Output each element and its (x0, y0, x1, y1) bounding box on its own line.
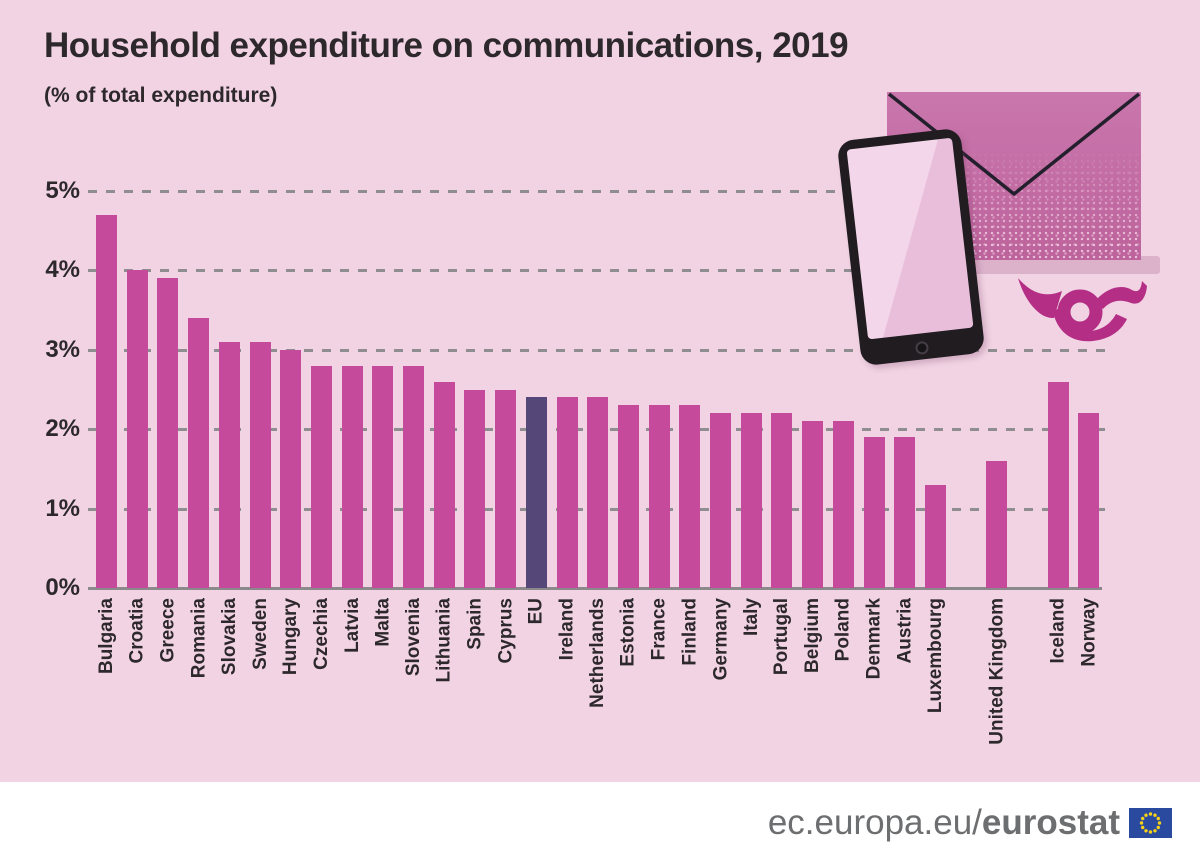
url-prefix: ec.europa.eu/ (767, 803, 982, 842)
gridline-3% (88, 348, 1108, 352)
eurostat-url: ec.europa.eu/eurostat (768, 803, 1120, 843)
x-label-austria: Austria (894, 598, 916, 664)
flag-stars (1139, 812, 1162, 834)
bar-norway (1078, 413, 1100, 588)
x-label-greece: Greece (157, 598, 179, 663)
bar-sweden (249, 341, 271, 588)
gridline-4% (88, 269, 1108, 273)
x-label-estonia: Estonia (617, 598, 639, 667)
x-label-czechia: Czechia (310, 598, 332, 670)
bar-iceland (1047, 381, 1069, 588)
bar-lithuania (433, 381, 455, 588)
x-label-italy: Italy (740, 598, 762, 637)
x-label-portugal: Portugal (771, 598, 793, 676)
x-label-croatia: Croatia (126, 598, 148, 664)
x-label-malta: Malta (372, 598, 394, 647)
bar-united-kingdom (986, 461, 1008, 588)
x-label-cyprus: Cyprus (495, 598, 517, 664)
bar-estonia (617, 405, 639, 588)
footer: ec.europa.eu/eurostat (0, 782, 1200, 864)
bar-denmark (863, 437, 885, 588)
bar-austria (894, 437, 916, 588)
y-tick-1%: 1% (45, 494, 80, 522)
x-label-luxembourg: Luxembourg (924, 598, 946, 714)
x-label-hungary: Hungary (280, 598, 302, 676)
x-label-france: France (648, 598, 670, 661)
x-label-bulgaria: Bulgaria (96, 598, 117, 675)
bar-slovakia (218, 341, 240, 588)
x-label-united-kingdom: United Kingdom (986, 598, 1008, 745)
bar-belgium (802, 421, 824, 588)
x-label-poland: Poland (832, 598, 854, 662)
bar-poland (832, 421, 854, 588)
y-tick-0%: 0% (45, 574, 80, 601)
y-tick-3%: 3% (45, 335, 80, 363)
x-label-norway: Norway (1078, 598, 1100, 667)
x-label-eu: EU (525, 598, 547, 625)
x-label-lithuania: Lithuania (433, 598, 455, 683)
bar-bulgaria (96, 214, 117, 588)
bar-france (648, 405, 670, 588)
bar-chart: 0% 1% 2% 3% 4% 5% Bulgaria Croatia Greece Romania… (45, 177, 1108, 745)
bar-portugal (771, 413, 793, 588)
x-label-belgium: Belgium (802, 598, 824, 673)
gridline-5% (88, 190, 1108, 193)
bar-italy (740, 413, 762, 588)
y-tick-2%: 2% (45, 415, 80, 443)
bar-romania (188, 318, 210, 588)
bar-luxembourg (924, 484, 946, 588)
page-subtitle: (% of total expenditure) (44, 84, 278, 107)
x-label-iceland: Iceland (1047, 598, 1069, 664)
bar-czechia (310, 365, 332, 588)
x-label-slovenia: Slovenia (403, 598, 424, 677)
y-tick-5%: 5% (45, 177, 80, 204)
x-label-sweden: Sweden (249, 598, 271, 670)
bar-croatia (126, 270, 148, 588)
x-label-netherlands: Netherlands (587, 598, 609, 708)
y-tick-4%: 4% (45, 256, 80, 284)
eu-flag-icon (1129, 808, 1172, 838)
bar-cyprus (495, 389, 517, 588)
x-axis-line (88, 587, 1102, 590)
bar-greece (157, 278, 179, 588)
x-label-germany: Germany (710, 598, 731, 681)
bar-slovenia (403, 365, 424, 588)
bar-germany (710, 413, 731, 588)
x-label-latvia: Latvia (341, 598, 363, 653)
bar-netherlands (587, 397, 609, 588)
bar-finland (679, 405, 701, 588)
x-label-spain: Spain (464, 598, 486, 650)
x-label-romania: Romania (188, 598, 210, 679)
x-label-ireland: Ireland (556, 598, 578, 661)
url-brand: eurostat (981, 803, 1120, 842)
bar-spain (464, 389, 486, 588)
page-title: Household expenditure on communications,… (44, 26, 849, 65)
bar-ireland (556, 397, 578, 588)
x-label-denmark: Denmark (863, 598, 885, 680)
x-label-slovakia: Slovakia (218, 598, 240, 676)
bar-hungary (280, 349, 302, 588)
bar-malta (372, 365, 394, 588)
bar-latvia (341, 365, 363, 588)
bar-eu (525, 397, 547, 588)
x-label-finland: Finland (679, 598, 701, 666)
